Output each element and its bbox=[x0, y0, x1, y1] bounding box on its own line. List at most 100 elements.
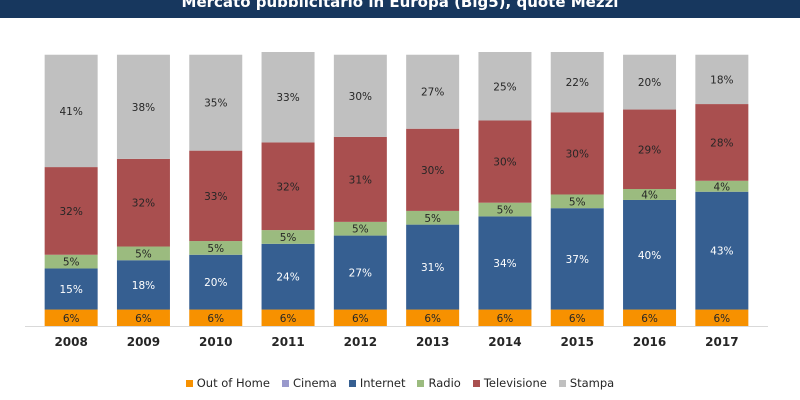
bar-segment-radio-2012 bbox=[333, 221, 387, 236]
bar-segment-internet-2010 bbox=[189, 254, 243, 310]
data-label-televisione-2011: 32% bbox=[276, 181, 299, 193]
data-label-stampa-2009: 38% bbox=[132, 102, 155, 114]
data-label-out-of-home-2014: 6% bbox=[497, 313, 514, 325]
data-label-televisione-2016: 29% bbox=[638, 144, 661, 156]
data-label-out-of-home-2017: 6% bbox=[714, 313, 731, 325]
bar-segment-televisione-2010 bbox=[189, 150, 243, 242]
x-tick-label-2015: 2015 bbox=[561, 335, 594, 349]
legend-swatch bbox=[472, 379, 480, 387]
bar-segment-radio-2016 bbox=[623, 189, 677, 200]
legend-item-stampa: Stampa bbox=[558, 376, 615, 390]
data-label-televisione-2008: 32% bbox=[59, 206, 82, 218]
bar-segment-televisione-2011 bbox=[261, 142, 315, 231]
data-label-radio-2017: 4% bbox=[714, 181, 731, 193]
data-label-out-of-home-2015: 6% bbox=[569, 313, 586, 325]
data-label-televisione-2017: 28% bbox=[710, 137, 733, 149]
data-label-radio-2013: 5% bbox=[424, 213, 441, 225]
bar-segment-out-of-home-2017 bbox=[695, 309, 749, 326]
data-label-internet-2015: 37% bbox=[566, 254, 589, 266]
bar-segment-internet-2009 bbox=[116, 260, 170, 310]
legend-label: Televisione bbox=[483, 376, 547, 390]
data-label-out-of-home-2008: 6% bbox=[63, 313, 80, 325]
legend-label: Out of Home bbox=[196, 376, 270, 390]
bar-segment-radio-2010 bbox=[189, 241, 243, 255]
data-label-internet-2016: 40% bbox=[638, 250, 661, 262]
bar-segment-internet-2015 bbox=[550, 208, 604, 310]
bar-segment-radio-2014 bbox=[478, 202, 532, 217]
legend-item-out-of-home: Out of Home bbox=[185, 376, 270, 390]
legend-swatch bbox=[348, 379, 356, 387]
data-label-internet-2009: 18% bbox=[132, 280, 155, 292]
data-label-out-of-home-2010: 6% bbox=[207, 313, 224, 325]
bar-segment-internet-2008 bbox=[44, 268, 98, 310]
data-label-stampa-2011: 33% bbox=[276, 92, 299, 104]
data-label-stampa-2014: 25% bbox=[493, 81, 516, 93]
data-label-stampa-2012: 30% bbox=[349, 91, 372, 103]
bar-segment-stampa-2010 bbox=[189, 54, 243, 151]
bar-segment-stampa-2009 bbox=[116, 54, 170, 159]
data-label-televisione-2014: 30% bbox=[493, 157, 516, 169]
x-tick-label-2016: 2016 bbox=[633, 335, 666, 349]
bar-segment-televisione-2008 bbox=[44, 167, 98, 255]
bar-segment-internet-2011 bbox=[261, 243, 315, 310]
bar-segment-stampa-2014 bbox=[478, 52, 532, 121]
bar-segment-stampa-2015 bbox=[550, 52, 604, 113]
bar-segment-televisione-2013 bbox=[406, 128, 460, 211]
bar-segment-stampa-2011 bbox=[261, 52, 315, 143]
data-label-internet-2017: 43% bbox=[710, 246, 733, 258]
x-tick-label-2013: 2013 bbox=[416, 335, 449, 349]
x-tick-label-2014: 2014 bbox=[488, 335, 521, 349]
bar-segment-televisione-2015 bbox=[550, 112, 604, 195]
bar-segment-stampa-2012 bbox=[333, 54, 387, 137]
bar-segment-internet-2017 bbox=[695, 191, 749, 310]
data-label-radio-2008: 5% bbox=[63, 257, 80, 269]
data-label-internet-2013: 31% bbox=[421, 262, 444, 274]
bar-segment-radio-2015 bbox=[550, 194, 604, 209]
data-label-internet-2010: 20% bbox=[204, 277, 227, 289]
bar-segment-televisione-2017 bbox=[695, 104, 749, 181]
bar-segment-stampa-2017 bbox=[695, 54, 749, 105]
data-label-televisione-2010: 33% bbox=[204, 191, 227, 203]
data-label-out-of-home-2013: 6% bbox=[424, 313, 441, 325]
chart-title-bar: Mercato pubblicitario in Europa (Big5), … bbox=[0, 0, 800, 18]
bar-segment-out-of-home-2013 bbox=[406, 309, 460, 326]
legend-item-televisione: Televisione bbox=[472, 376, 547, 390]
bar-segment-out-of-home-2015 bbox=[550, 309, 604, 326]
bar-segment-out-of-home-2011 bbox=[261, 309, 315, 326]
legend-item-cinema: Cinema bbox=[281, 376, 337, 390]
bar-segment-radio-2011 bbox=[261, 230, 315, 244]
bar-segment-out-of-home-2014 bbox=[478, 309, 532, 326]
bar-segment-out-of-home-2009 bbox=[116, 309, 170, 326]
data-label-radio-2016: 4% bbox=[641, 189, 658, 201]
data-label-internet-2011: 24% bbox=[276, 272, 299, 284]
data-label-internet-2008: 15% bbox=[59, 284, 82, 296]
data-label-out-of-home-2016: 6% bbox=[641, 313, 658, 325]
legend-swatch bbox=[558, 379, 566, 387]
stacked-bar-chart: 6% 15% 5% 32% 41% 2008 6% 18% 5% 32% 38% 2009 6% 20% 5… bbox=[25, 52, 768, 349]
legend-label: Cinema bbox=[292, 376, 337, 390]
data-label-internet-2014: 34% bbox=[493, 258, 516, 270]
data-label-stampa-2010: 35% bbox=[204, 98, 227, 110]
legend-label: Stampa bbox=[569, 376, 615, 390]
chart-legend: Out of Home Cinema Internet Radio Television… bbox=[0, 373, 800, 393]
data-label-stampa-2016: 20% bbox=[638, 77, 661, 89]
bar-segment-radio-2009 bbox=[116, 246, 170, 261]
data-label-stampa-2015: 22% bbox=[566, 77, 589, 89]
bar-segment-out-of-home-2008 bbox=[44, 309, 98, 326]
data-label-stampa-2013: 27% bbox=[421, 87, 444, 99]
data-label-out-of-home-2011: 6% bbox=[280, 313, 297, 325]
data-label-televisione-2015: 30% bbox=[566, 148, 589, 160]
bar-segment-radio-2013 bbox=[406, 210, 460, 225]
bar-segment-radio-2017 bbox=[695, 180, 749, 192]
x-tick-label-2011: 2011 bbox=[271, 335, 304, 349]
bar-segment-stampa-2013 bbox=[406, 54, 460, 129]
data-label-radio-2012: 5% bbox=[352, 224, 369, 236]
data-label-radio-2009: 5% bbox=[135, 248, 152, 260]
bar-segment-internet-2016 bbox=[623, 199, 677, 310]
data-label-stampa-2017: 18% bbox=[710, 74, 733, 86]
x-tick-label-2008: 2008 bbox=[54, 335, 87, 349]
legend-item-radio: Radio bbox=[417, 376, 461, 390]
data-label-radio-2011: 5% bbox=[280, 232, 297, 244]
x-tick-label-2012: 2012 bbox=[344, 335, 377, 349]
bar-segment-televisione-2009 bbox=[116, 158, 170, 247]
